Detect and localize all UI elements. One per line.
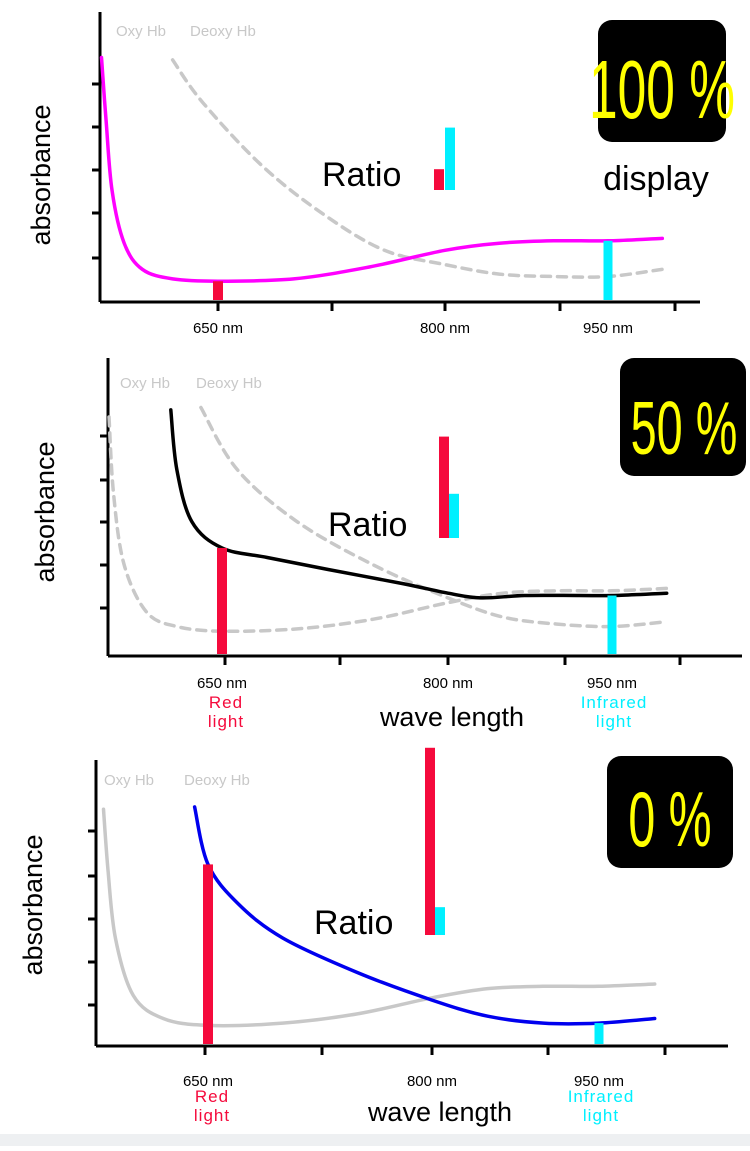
panel-1: absorbance 650 nm 800 nm 950 nm Oxy Hb Deoxy … [26,12,735,337]
y-axis-label: absorbance [18,834,48,975]
oxy-curve [99,55,665,283]
x-tick-label-650: 650 nm [197,675,247,692]
x-tick-label-800: 800 nm [407,1073,457,1090]
deoxy-hb-label: Deoxy Hb [196,375,262,392]
x-tick-label-950: 950 nm [587,675,637,692]
oxy-curve [107,415,669,634]
red-light-bar [217,547,227,654]
red-light-label: Red light [208,693,244,731]
x-tick-label-950: 950 nm [583,320,633,337]
red-light-label-line: Red [195,1087,229,1106]
deoxy-curve [192,805,657,1026]
red-light-bar [203,864,213,1044]
y-axis-label: absorbance [26,104,56,245]
oxy-curve [101,807,657,1028]
ratio-label: Ratio [322,156,401,194]
ratio-red-bar [439,436,449,538]
infrared-light-label-line: Infrared [568,1087,635,1106]
x-tick-label-800: 800 nm [420,320,470,337]
red-light-label-line: Red [209,693,243,712]
ratio-ir-bar [445,127,455,190]
ratio-ir-bar [449,493,459,538]
saturation-badge-text: 0 % [628,776,711,862]
infrared-light-label-line: light [583,1106,619,1125]
ratio-label: Ratio [314,904,393,942]
oxy-hb-label: Oxy Hb [104,772,154,789]
infrared-light-label: Infrared light [568,1087,635,1125]
ratio-red-bar [434,169,444,190]
infrared-light-bar [594,1023,604,1044]
oxy-hb-label: Oxy Hb [120,375,170,392]
ratio-ir-bar [435,907,445,935]
y-axis-label: absorbance [30,441,60,582]
x-tick-label-650: 650 nm [193,320,243,337]
infrared-light-label-line: light [596,712,632,731]
red-light-label-line: light [208,712,244,731]
ratio-red-bar [425,747,435,935]
infrared-light-label-line: Infrared [581,693,648,712]
red-light-bar [213,281,223,300]
saturation-badge-text: 50 % [631,387,738,471]
red-light-label: Red light [194,1087,230,1125]
deoxy-hb-label: Deoxy Hb [190,23,256,40]
red-light-label-line: light [194,1106,230,1125]
bottom-strip [0,1134,750,1146]
saturation-badge-text: 100 % [589,44,735,136]
infrared-light-bar [603,240,613,300]
deoxy-curve [199,405,669,629]
panel-2: absorbance 650 nm 800 nm 950 nm Oxy Hb Deoxy … [30,358,746,732]
display-caption: display [603,160,709,198]
x-tick-label-950: 950 nm [574,1073,624,1090]
x-axis-label: wave length [379,702,524,732]
ratio-label: Ratio [328,506,407,544]
oxy-hb-label: Oxy Hb [116,23,166,40]
mix-curve [169,408,669,600]
saturation-badge [620,358,746,476]
panel-3: absorbance 650 nm 800 nm 950 nm Oxy Hb Deoxy … [18,747,733,1127]
infrared-light-bar [607,595,617,654]
saturation-badge [607,756,733,868]
deoxy-hb-label: Deoxy Hb [184,772,250,789]
x-tick-label-800: 800 nm [423,675,473,692]
deoxy-curve [170,58,665,279]
infrared-light-label: Infrared light [581,693,648,731]
x-axis-label: wave length [367,1097,512,1127]
saturation-badge [598,20,726,142]
x-tick-label-650: 650 nm [183,1073,233,1090]
